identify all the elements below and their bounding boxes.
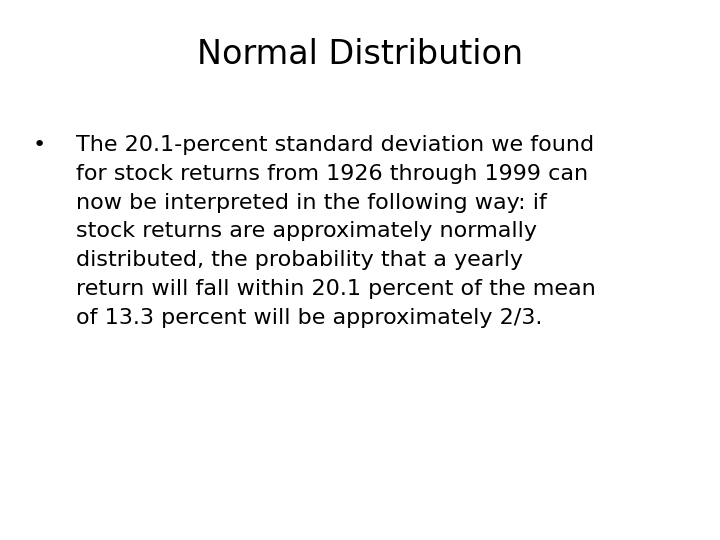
Text: The 20.1-percent standard deviation we found
for stock returns from 1926 through: The 20.1-percent standard deviation we f…	[76, 135, 595, 328]
Text: Normal Distribution: Normal Distribution	[197, 38, 523, 71]
Text: •: •	[33, 135, 46, 155]
